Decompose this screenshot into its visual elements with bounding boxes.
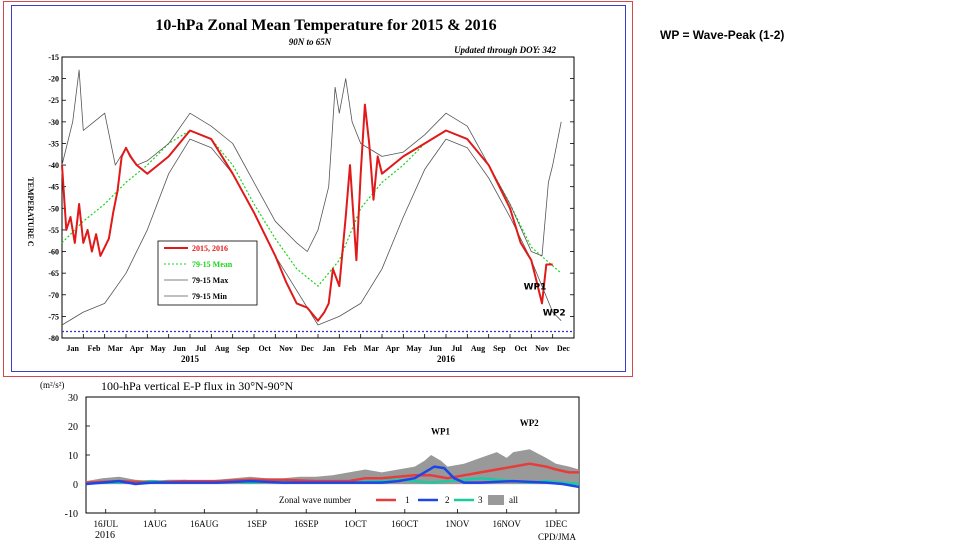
top-x-tick-label: Jun [173,344,186,353]
wp2-annotation-top: WP2 [543,309,566,319]
legend-label-wave-2: 2 [445,495,450,505]
top-y-tick-label: -25 [48,96,59,105]
top-x-tick-label: Aug [215,344,229,353]
legend-label-wave-3: 3 [478,495,483,505]
top-x-tick-label: Sep [493,344,506,353]
top-x-tick-label: May [150,344,166,353]
top-y-tick-label: -80 [48,334,59,343]
year-label-2015: 2015 [181,354,200,364]
series-min-line [61,138,562,326]
top-x-tick-label: Jul [451,344,462,353]
legend-swatch-all [488,495,504,505]
bottom-x-tick-label: 16SEP [294,519,319,529]
top-x-tick-label: Dec [557,344,570,353]
ep-flux-chart: (m²/s²) 100-hPa vertical E-P flux in 30°… [40,379,580,542]
top-y-tick-label: -75 [48,312,59,321]
top-x-tick-label: May [406,344,422,353]
series-mean-line [61,129,562,287]
series-wave-2-line [85,465,580,489]
top-y-tick-label: -70 [48,291,59,300]
top-x-tick-label: Oct [258,344,271,353]
top-plot-area [61,56,575,339]
top-x-tick-label: Jun [429,344,442,353]
bottom-y-tick-label: 20 [68,422,78,433]
bottom-y-tick-label: -10 [65,509,78,520]
top-x-tick-label: Feb [88,344,101,353]
bottom-x-tick-label: 1SEP [247,519,267,529]
legend-label-min: 79-15 Min [192,292,227,301]
bottom-year-label: 2016 [95,530,115,541]
top-x-tick-label: Oct [514,344,527,353]
legend-label-max: 79-15 Max [192,276,228,285]
top-x-tick-label: Apr [386,344,400,353]
top-x-tick-label: Jan [66,344,79,353]
top-y-tick-label: -45 [48,183,59,192]
bottom-y-tick-label: 30 [68,393,78,404]
top-x-tick-label: Aug [471,344,485,353]
bottom-x-tick-label: 1OCT [344,519,367,529]
wp1-annotation-top: WP1 [524,283,547,293]
top-chart-title: 10-hPa Zonal Mean Temperature for 2015 &… [155,17,496,34]
bottom-x-tick-label: 16OCT [391,519,419,529]
top-x-tick-label: Nov [535,344,549,353]
top-y-tick-label: -65 [48,269,59,278]
top-y-axis-label: TEMPERATURE C [26,177,35,247]
wp1-annotation-bottom: WP1 [431,427,450,437]
legend-label-obs: 2015, 2016 [192,244,228,253]
bottom-credit: CPD/JMA [538,532,577,542]
top-y-tick-label: -35 [48,139,59,148]
bottom-x-tick-label: 16JUL [93,519,118,529]
top-x-tick-label: Mar [364,344,380,353]
top-x-tick-label: Nov [279,344,293,353]
wp2-annotation-bottom: WP2 [520,418,539,428]
top-x-tick-label: Jul [195,344,206,353]
top-x-tick-label: Apr [130,344,144,353]
top-y-tick-label: -55 [48,226,59,235]
bottom-chart-unit: (m²/s²) [40,380,64,390]
top-legend: 2015, 2016 79-15 Mean 79-15 Max 79-15 Mi… [157,240,258,306]
series-wave-1-line [85,462,579,484]
top-chart-subtitle: 90N to 65N [289,37,332,47]
bottom-chart-title: 100-hPa vertical E-P flux in 30°N-90°N [101,379,293,393]
legend-title-wave-number: Zonal wave number [279,495,351,505]
bottom-y-tick-label: 0 [73,480,78,491]
top-y-tick-label: -30 [48,118,59,127]
top-x-tick-label: Feb [344,344,357,353]
top-chart-inner-frame [11,5,626,372]
top-y-tick-label: -15 [48,53,59,62]
top-y-tick-label: -20 [48,75,59,84]
top-chart-outer-frame [3,1,633,377]
top-y-tick-label: -40 [48,161,59,170]
bottom-x-tick-label: 1AUG [143,519,167,529]
bottom-x-tick-label: 1NOV [445,519,469,529]
top-x-tick-label: Mar [108,344,124,353]
bottom-x-tick-label: 16NOV [492,519,521,529]
temperature-chart: 10-hPa Zonal Mean Temperature for 2015 &… [26,17,575,364]
bottom-y-tick-label: 10 [68,451,78,462]
top-x-tick-label: Dec [301,344,314,353]
bottom-x-tick-label: 1DEC [545,519,568,529]
legend-label-mean: 79-15 Mean [192,260,233,269]
top-y-tick-label: -50 [48,204,59,213]
year-label-2016: 2016 [437,354,456,364]
top-x-tick-label: Sep [237,344,250,353]
top-chart-updated: Updated through DOY: 342 [454,45,556,55]
wave-peak-note: WP = Wave-Peak (1-2) [660,28,785,42]
legend-label-wave-1: 1 [405,495,410,505]
bottom-x-tick-label: 16AUG [190,519,219,529]
series-observed-line [61,103,553,322]
top-x-tick-label: Jan [322,344,335,353]
top-y-tick-label: -60 [48,248,59,257]
series-all-area [86,449,579,484]
legend-label-all: all [509,495,518,505]
bottom-legend: Zonal wave number 1 2 3 all [279,495,518,505]
